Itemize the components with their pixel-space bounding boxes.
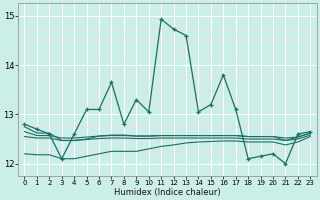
- X-axis label: Humidex (Indice chaleur): Humidex (Indice chaleur): [114, 188, 221, 197]
